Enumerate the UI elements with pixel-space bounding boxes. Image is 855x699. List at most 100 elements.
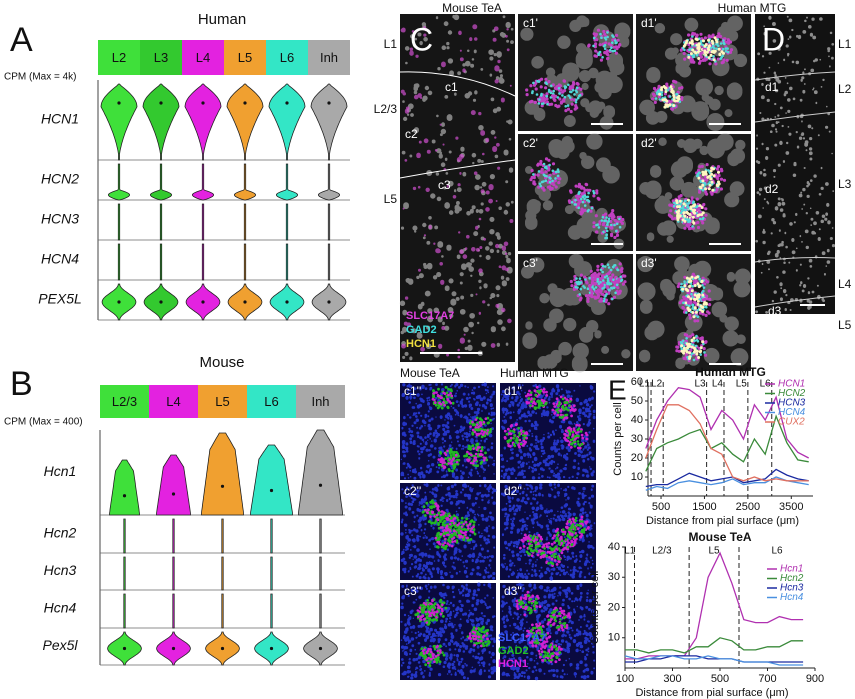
- violin: [243, 203, 247, 241]
- cell-type-label: L3: [154, 50, 168, 65]
- layer-label: L3: [838, 177, 852, 191]
- violin: [310, 83, 348, 161]
- panel-title: Mouse TeA: [400, 366, 460, 380]
- panel-letter: A: [10, 21, 33, 59]
- violin: [285, 243, 289, 281]
- violin: [201, 203, 205, 241]
- layer-label: L2: [838, 82, 852, 96]
- layer-label: L2: [651, 379, 663, 390]
- violin: [201, 432, 244, 516]
- cell-signal: [424, 502, 446, 522]
- micrograph-inset: [518, 14, 633, 131]
- median-dot: [201, 101, 205, 105]
- cell-signal: [432, 385, 455, 410]
- violin: [317, 163, 341, 201]
- y-tick-label: 40: [608, 541, 620, 553]
- violin: [221, 518, 224, 554]
- inset-label: c3': [523, 256, 538, 270]
- cell-signal: [599, 263, 624, 290]
- cell-signal: [682, 37, 706, 60]
- data-line: [625, 655, 804, 663]
- texture: [400, 483, 497, 580]
- legend-entry: HCN4: [778, 407, 806, 418]
- data-line: [625, 637, 804, 654]
- cell-type-box: [198, 385, 247, 418]
- violin: [285, 203, 289, 241]
- inset-label: c3'': [404, 584, 421, 598]
- violin: [327, 243, 331, 281]
- x-tick-label: 900: [806, 673, 824, 685]
- gene-label: PEX5L: [38, 291, 82, 307]
- cell-type-box: [224, 40, 266, 75]
- violin: [319, 518, 322, 554]
- violin: [268, 83, 306, 161]
- violin: [123, 556, 126, 591]
- micrograph-inset: [636, 134, 751, 251]
- cell-signal: [527, 389, 548, 411]
- panel-title: Mouse: [199, 354, 244, 371]
- inset-label: d1'': [504, 384, 522, 398]
- violin: [117, 203, 121, 241]
- region-label: d1: [765, 80, 779, 94]
- layer-boundary: [399, 159, 516, 179]
- median-dot: [159, 300, 163, 304]
- x-axis-label: Distance from pial surface (μm): [646, 515, 799, 527]
- gene-label: HCN1: [41, 111, 79, 127]
- cell-signal: [672, 199, 695, 224]
- legend-entry: CUX2: [778, 417, 805, 428]
- y-tick-label: 50: [631, 395, 643, 407]
- gene-label: HCN4: [41, 251, 79, 267]
- cell-signal: [530, 79, 555, 106]
- y-tick-label: 20: [631, 452, 643, 464]
- cell-signal: [555, 397, 572, 419]
- violin: [319, 556, 322, 591]
- legend-entry: GAD2: [406, 324, 437, 336]
- texture: [400, 582, 497, 680]
- layer-boundary: [754, 257, 836, 263]
- data-line: [645, 386, 810, 459]
- inset-label: d3'': [504, 584, 522, 598]
- texture: [639, 133, 746, 243]
- cell-signal: [697, 166, 721, 192]
- layer-label: L3: [694, 379, 706, 390]
- median-dot: [122, 494, 127, 498]
- gene-label: Hcn4: [44, 600, 77, 616]
- region-label: c3: [438, 178, 451, 192]
- panel-title: Mouse TeA: [442, 1, 502, 15]
- cell-signal: [525, 534, 542, 556]
- cell-type-label: Inh: [311, 394, 329, 409]
- cell-signal: [658, 85, 681, 109]
- x-tick-label: 2500: [736, 501, 760, 513]
- violin: [221, 556, 224, 591]
- median-dot: [269, 488, 274, 493]
- cell-type-label: L6: [264, 394, 278, 409]
- x-tick-label: 500: [711, 673, 729, 685]
- region-label: c2: [405, 127, 418, 141]
- layer-boundary: [754, 71, 836, 81]
- median-dot: [285, 101, 289, 105]
- region-label: d2: [765, 182, 779, 196]
- cell-signal: [532, 162, 560, 188]
- cell-signal: [547, 608, 567, 629]
- cell-type-label: L6: [280, 50, 294, 65]
- panel-letter: C: [410, 21, 433, 57]
- y-tick-label: 60: [631, 376, 643, 388]
- panel-letter: D: [762, 21, 785, 57]
- cell-type-box: [247, 385, 296, 418]
- y-tick-label: 40: [631, 414, 643, 426]
- median-dot: [117, 101, 121, 105]
- cell-signal: [467, 627, 489, 648]
- legend-entry: Hcn4: [780, 592, 804, 603]
- micrograph-inset: [518, 254, 633, 371]
- legend-entry: HCN2: [778, 388, 806, 399]
- violin: [159, 203, 163, 241]
- violin: [270, 593, 273, 629]
- cell-signal: [680, 336, 705, 360]
- violin: [156, 454, 191, 516]
- cell-type-label: L2/3: [112, 394, 137, 409]
- layer-label: L4: [838, 277, 852, 291]
- data-line: [645, 468, 809, 488]
- panel-letter: B: [10, 365, 33, 403]
- inset-label: c1'': [404, 384, 421, 398]
